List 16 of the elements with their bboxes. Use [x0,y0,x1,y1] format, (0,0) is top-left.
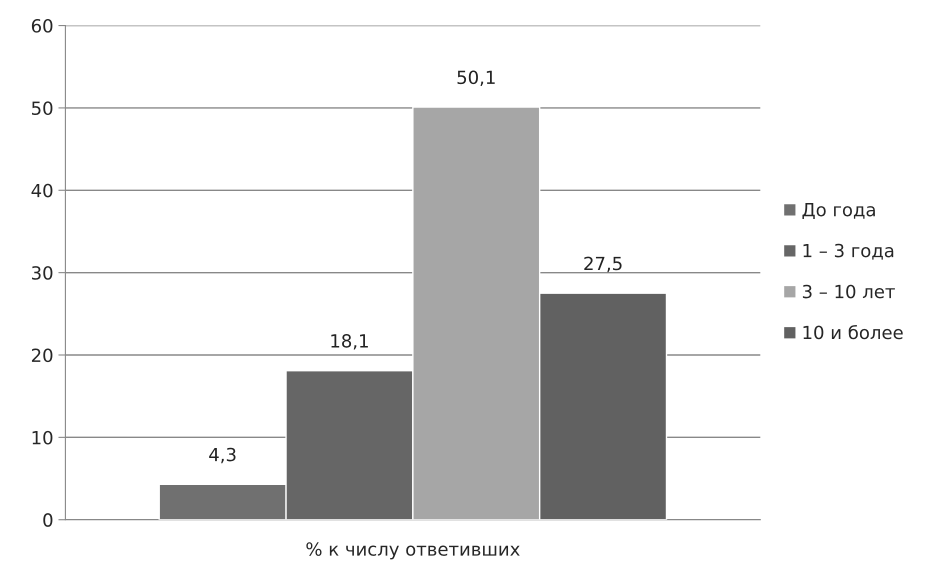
data-label: 18,1 [331,334,368,350]
legend-label: 3 – 10 лет [802,284,895,298]
y-tick-label: 20 [32,348,52,362]
data-label: 4,3 [209,448,236,464]
data-label: 50,1 [458,70,495,86]
data-label: 27,5 [584,256,622,272]
legend-label: 1 – 3 года [804,244,894,260]
y-tick-label: 40 [32,184,52,198]
y-tick-label: 60 [32,19,52,33]
y-tick-label: 10 [32,430,52,444]
legend-label: 10 и более [804,325,903,340]
y-tick-label: 30 [32,266,52,280]
y-tick-label: 50 [32,101,52,116]
legend-label: До года [802,203,875,220]
y-tick-label: 0 [43,513,52,527]
x-tick-label: % к числу ответивших [306,542,520,560]
